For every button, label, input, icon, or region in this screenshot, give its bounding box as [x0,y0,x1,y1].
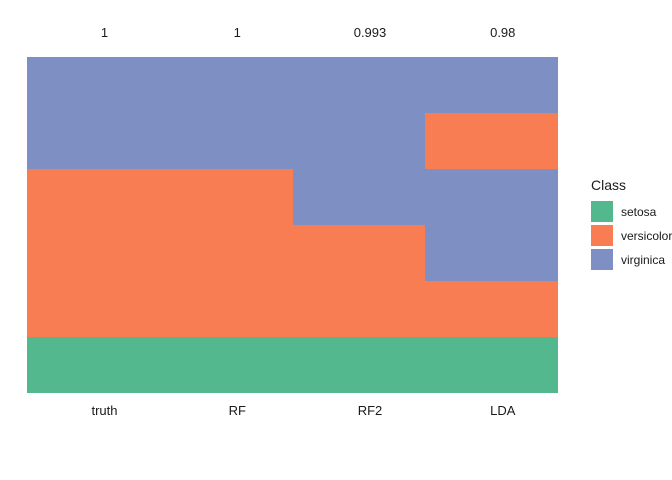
legend: Class setosa versicolor virginica [591,177,672,273]
tile-RF-versicolor-1 [159,168,293,337]
legend-label-versicolor: versicolor [621,228,672,243]
accuracy-label-truth: 1 [100,25,109,40]
legend-swatch-versicolor [591,225,613,246]
tile-LDA-versicolor-1 [425,113,558,169]
tile-RF2-virginica-0 [292,57,426,225]
tile-truth-setosa-2 [27,336,160,393]
x-tick-label-truth: truth [91,403,118,418]
legend-label-setosa: setosa [621,204,657,219]
legend-title: Class [591,177,627,193]
tile-LDA-versicolor-3 [425,280,558,337]
x-tick-label-LDA: LDA [490,403,516,418]
x-tick-label-RF: RF [228,403,246,418]
tile-truth-virginica-0 [27,57,160,169]
accuracy-label-RF2: 0.993 [353,25,387,40]
legend-item-virginica: virginica [591,249,672,270]
tile-LDA-virginica-0 [425,57,558,113]
column-RF [159,57,293,393]
legend-item-setosa: setosa [591,201,672,222]
tile-RF2-setosa-2 [292,336,426,393]
legend-label-virginica: virginica [621,252,666,267]
accuracy-label-RF: 1 [233,25,241,40]
tile-RF-setosa-2 [159,336,293,393]
column-LDA [425,57,558,393]
tile-RF-virginica-0 [159,57,293,169]
legend-swatch-setosa [591,201,613,222]
tile-RF2-versicolor-1 [292,225,426,337]
accuracy-label-LDA: 0.98 [490,25,516,40]
legend-item-versicolor: versicolor [591,225,672,246]
column-RF2 [292,57,426,393]
column-truth [27,57,160,393]
x-tick-label-RF2: RF2 [357,403,383,418]
legend-swatch-virginica [591,249,613,270]
plot-panel [27,57,558,393]
legend-items: setosa versicolor virginica [591,201,672,270]
tile-truth-versicolor-1 [27,168,160,337]
tile-LDA-virginica-2 [425,169,558,281]
tile-LDA-setosa-4 [425,336,558,393]
